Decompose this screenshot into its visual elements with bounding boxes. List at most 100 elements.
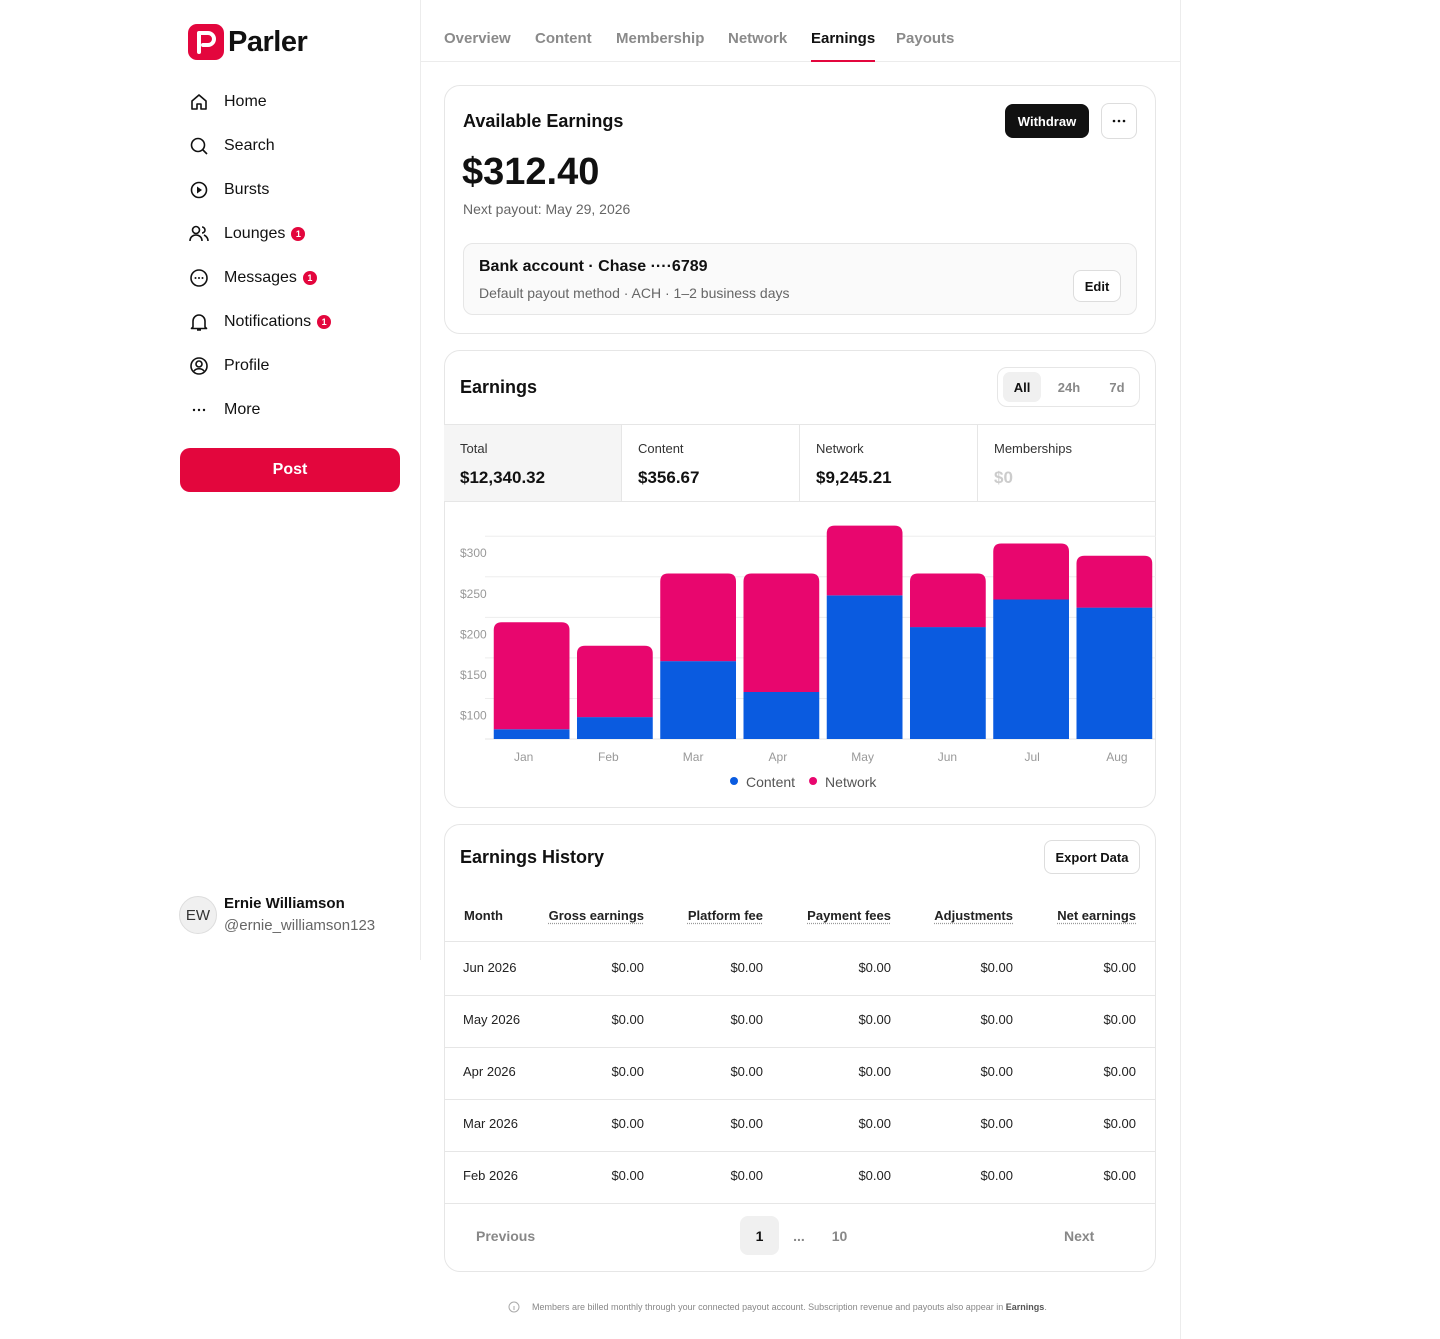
x-tick-label: Mar xyxy=(683,750,704,764)
nav-icon xyxy=(192,408,206,412)
avatar[interactable]: EW xyxy=(179,896,217,934)
range-option[interactable]: 24h xyxy=(1057,379,1081,395)
history-card xyxy=(444,824,1156,1272)
bar-segment xyxy=(660,661,737,739)
nav-label: Profile xyxy=(224,357,270,374)
badge: 1 xyxy=(302,271,317,285)
stat-label: Total xyxy=(460,441,488,456)
nav-item[interactable]: Messages 1 xyxy=(188,264,317,292)
nav-icon xyxy=(190,137,208,155)
user-name: Ernie Williamson xyxy=(224,895,345,912)
bar-segment xyxy=(909,573,986,628)
divider xyxy=(1180,0,1181,1339)
tab[interactable]: Membership xyxy=(616,30,705,47)
bank-box xyxy=(463,243,1137,315)
stat-label: Network xyxy=(816,441,864,456)
table-cell: $0.00 xyxy=(730,1116,763,1131)
stat: Total $12,340.32 xyxy=(444,424,622,502)
info-icon xyxy=(508,1301,520,1313)
table-cell: $0.00 xyxy=(1103,960,1136,975)
bar-segment xyxy=(743,691,820,739)
next-button[interactable]: Next xyxy=(1064,1228,1095,1244)
post-button[interactable]: Post xyxy=(180,448,400,492)
nav-icon xyxy=(190,314,208,331)
table-cell: $0.00 xyxy=(1103,1116,1136,1131)
table-cell: $0.00 xyxy=(858,1168,891,1183)
card-title: Earnings History xyxy=(460,847,605,867)
table-cell: $0.00 xyxy=(980,1116,1013,1131)
nav-item[interactable]: Bursts xyxy=(188,176,269,204)
table-cell: May 2026 xyxy=(463,1012,521,1027)
bar-segment xyxy=(743,573,820,692)
page-button[interactable]: 10 xyxy=(831,1227,848,1244)
nav-label: Search xyxy=(224,137,275,154)
nav-item[interactable]: Notifications 1 xyxy=(188,308,332,336)
next-payout: Next payout: May 29, 2026 xyxy=(463,201,631,217)
logo[interactable] xyxy=(188,24,224,60)
note-link[interactable]: Earnings xyxy=(1005,1302,1045,1312)
legend-swatch xyxy=(809,777,818,785)
page-button[interactable]: 1 xyxy=(740,1216,779,1255)
nav-item[interactable]: Home xyxy=(188,88,267,116)
card-title: Available Earnings xyxy=(463,111,624,131)
nav-item[interactable]: Profile xyxy=(188,352,269,380)
stat: Memberships $0 xyxy=(978,424,1156,502)
stat-label: Memberships xyxy=(994,441,1073,456)
edit-button[interactable]: Edit xyxy=(1073,270,1121,302)
nav-item[interactable]: More xyxy=(188,396,260,424)
nav-label: Lounges xyxy=(224,225,286,242)
bar-segment xyxy=(826,525,903,596)
table-cell: $0.00 xyxy=(730,1168,763,1183)
nav-label: More xyxy=(224,401,261,418)
y-tick-label: $200 xyxy=(460,627,487,641)
export-button[interactable]: Export Data xyxy=(1044,840,1140,874)
nav-icon xyxy=(191,94,207,110)
range-switch xyxy=(997,367,1140,407)
bar-segment xyxy=(576,645,653,718)
bank-title: Bank account · Chase ····6789 xyxy=(479,258,708,275)
table-header: Adjustments xyxy=(934,908,1013,923)
tab[interactable]: Content xyxy=(535,30,592,47)
row-line xyxy=(444,995,1156,996)
note-text: Members are billed monthly through your … xyxy=(532,1302,1006,1312)
table-cell: $0.00 xyxy=(1103,1064,1136,1079)
stat-label: Content xyxy=(638,441,684,456)
more-button[interactable] xyxy=(1101,103,1137,139)
bar-segment xyxy=(909,627,986,739)
table-cell: Feb 2026 xyxy=(463,1168,518,1183)
card-title: Earnings xyxy=(460,377,538,397)
table-cell: Apr 2026 xyxy=(463,1064,516,1079)
range-option[interactable]: 7d xyxy=(1109,379,1125,395)
withdraw-button[interactable]: Withdraw xyxy=(1005,104,1089,138)
tab[interactable]: Payouts xyxy=(896,30,955,47)
note-text: . xyxy=(1044,1302,1047,1312)
legend-label: Content xyxy=(746,774,795,790)
stat-value: $12,340.32 xyxy=(460,468,546,487)
x-tick-label: Jun xyxy=(938,750,957,764)
table-cell: $0.00 xyxy=(611,1116,644,1131)
stat-value: $356.67 xyxy=(638,468,700,487)
nav-item[interactable]: Lounges 1 xyxy=(188,220,306,248)
tab[interactable]: Overview xyxy=(444,30,511,47)
prev-button[interactable]: Previous xyxy=(476,1228,536,1244)
bank-subtitle: Default payout method · ACH · 1–2 busine… xyxy=(479,285,790,301)
table-cell: $0.00 xyxy=(611,1064,644,1079)
table-cell: $0.00 xyxy=(1103,1012,1136,1027)
table-cell: $0.00 xyxy=(980,960,1013,975)
nav-label: Bursts xyxy=(224,181,270,198)
table-cell: $0.00 xyxy=(980,1064,1013,1079)
divider xyxy=(420,0,421,960)
nav-item[interactable]: Search xyxy=(188,132,275,160)
table-header: Month xyxy=(464,908,503,923)
row-line xyxy=(444,941,1156,942)
table-cell: $0.00 xyxy=(611,960,644,975)
brand[interactable]: Parler xyxy=(228,26,308,58)
tab[interactable]: Earnings xyxy=(811,30,876,62)
tab[interactable]: Network xyxy=(728,30,788,47)
nav-label: Notifications xyxy=(224,313,312,330)
badge: 1 xyxy=(291,227,306,241)
page-button: ... xyxy=(793,1227,805,1244)
range-option[interactable]: All xyxy=(1003,372,1041,402)
nav-icon xyxy=(190,181,208,199)
